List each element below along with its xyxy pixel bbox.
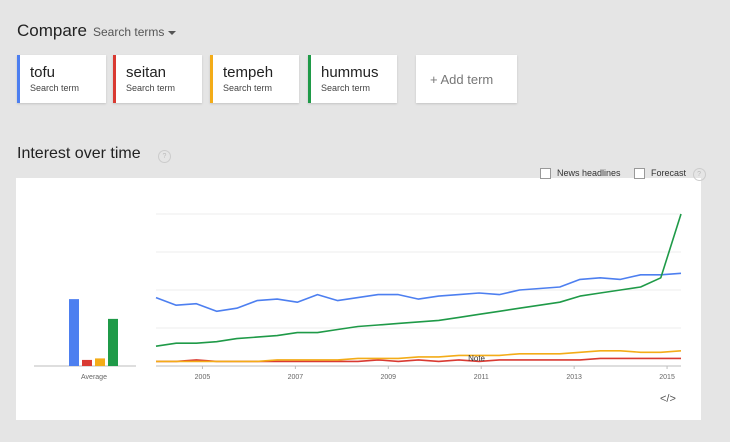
- term-sub: Search term: [30, 83, 80, 93]
- average-bar: [95, 358, 105, 366]
- chart-panel: Average 2005 2007 2009 2011 2013 2015 Note: [16, 178, 701, 420]
- section-title: Interest over time: [17, 145, 141, 162]
- x-tick-label: 2009: [381, 374, 397, 381]
- help-icon[interactable]: ?: [158, 150, 171, 163]
- news-headlines-label: News headlines: [557, 168, 621, 178]
- term-name: tempeh: [223, 64, 274, 81]
- term-color-bar: [308, 55, 311, 103]
- search-terms-dropdown[interactable]: Search terms: [93, 25, 177, 39]
- average-bar: [108, 318, 118, 366]
- term-name: tofu: [30, 64, 56, 81]
- average-bar: [82, 359, 92, 366]
- forecast-checkbox[interactable]: Forecast ?: [634, 168, 706, 181]
- x-tick-label: 2005: [195, 374, 211, 381]
- caret-down-icon: [168, 30, 177, 35]
- add-term-label: + Add term: [430, 72, 494, 87]
- term-color-bar: [210, 55, 213, 103]
- term-card-tofu[interactable]: tofu Search term: [17, 55, 106, 103]
- term-card-tempeh[interactable]: tempeh Search term: [210, 55, 299, 103]
- x-tick-label: 2007: [288, 374, 304, 381]
- series-line: [155, 272, 682, 313]
- series-line: [156, 350, 682, 363]
- note-label: Note: [468, 354, 485, 363]
- add-term-button[interactable]: + Add term: [416, 55, 517, 103]
- checkbox-box[interactable]: [540, 168, 551, 180]
- term-card-hummus[interactable]: hummus Search term: [308, 55, 397, 103]
- x-tick-label: 2013: [566, 374, 582, 381]
- checkbox-box[interactable]: [634, 168, 645, 180]
- x-tick-label: 2011: [474, 374, 489, 381]
- help-icon[interactable]: ?: [692, 168, 706, 181]
- embed-code-icon[interactable]: </>: [660, 393, 676, 405]
- term-sub: Search term: [321, 83, 371, 93]
- term-sub: Search term: [126, 83, 176, 93]
- search-terms-label: Search terms: [93, 25, 165, 39]
- compare-title: Compare: [17, 21, 87, 40]
- term-sub: Search term: [223, 83, 273, 93]
- term-name: hummus: [321, 64, 379, 81]
- term-name: seitan: [126, 64, 167, 81]
- interest-chart: Average 2005 2007 2009 2011 2013 2015 Note: [34, 213, 682, 381]
- average-bar: [69, 299, 79, 366]
- term-card-seitan[interactable]: seitan Search term: [113, 55, 202, 103]
- forecast-label: Forecast: [651, 168, 687, 178]
- average-label: Average: [81, 374, 107, 381]
- series-line: [155, 213, 682, 347]
- x-tick-label: 2015: [659, 374, 675, 381]
- news-headlines-checkbox[interactable]: News headlines: [540, 168, 621, 180]
- term-color-bar: [113, 55, 116, 103]
- term-color-bar: [17, 55, 20, 103]
